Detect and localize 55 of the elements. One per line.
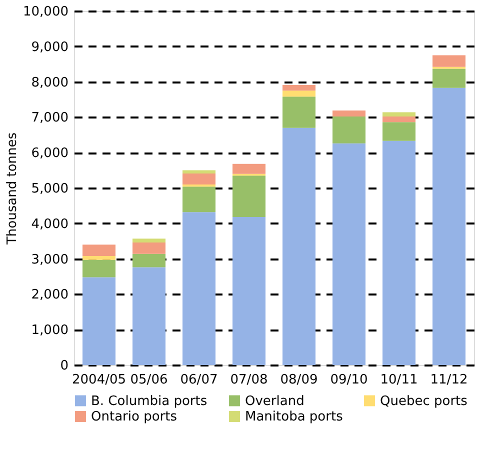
x-tick-label: 2004/05 — [72, 372, 126, 388]
x-tick-label: 06/07 — [180, 372, 218, 388]
bar — [82, 244, 116, 256]
y-tick-label: 8,000 — [31, 75, 68, 90]
bar — [282, 96, 316, 128]
legend-label: Ontario ports — [91, 410, 178, 424]
bar — [232, 217, 266, 365]
y-tick-label: 4,000 — [31, 216, 68, 232]
y-tick-label: 2,000 — [31, 288, 68, 303]
bar — [232, 164, 266, 174]
bar — [382, 140, 416, 365]
bar — [432, 68, 466, 88]
bar — [182, 212, 216, 365]
x-tick-label: 09/10 — [330, 372, 368, 388]
bar — [232, 176, 266, 218]
bar — [182, 184, 216, 187]
legend-label: B. Columbia ports — [91, 394, 208, 409]
y-tick-label: 1,000 — [31, 323, 68, 338]
y-tick-label: 10,000 — [23, 4, 68, 20]
y-tick-label: 0 — [60, 358, 68, 374]
bar — [282, 90, 316, 97]
legend-label: Overland — [245, 394, 304, 409]
bar — [382, 122, 416, 141]
x-tick-label: 08/09 — [280, 372, 318, 388]
bar — [82, 256, 116, 260]
bar — [332, 110, 366, 116]
y-tick-label: 5,000 — [31, 182, 68, 196]
bar — [132, 254, 166, 268]
bar — [132, 238, 166, 243]
y-tick-label: 9,000 — [31, 40, 68, 55]
bar — [332, 143, 366, 365]
bar — [432, 88, 466, 365]
bar — [432, 55, 466, 67]
y-tick-label: 7,000 — [31, 110, 68, 126]
legend-label: Quebec ports — [380, 394, 468, 409]
bar — [182, 173, 216, 184]
bar — [182, 186, 216, 212]
y-tick-label: 3,000 — [31, 252, 68, 268]
bar — [132, 242, 166, 254]
x-tick-label: 05/06 — [130, 372, 168, 388]
bar — [82, 260, 116, 278]
bar — [182, 170, 216, 174]
bar — [282, 128, 316, 365]
x-tick-label: 10/11 — [380, 372, 418, 388]
bar — [282, 84, 316, 91]
y-tick-label: 6,000 — [31, 146, 68, 162]
bar — [82, 277, 116, 365]
bar — [132, 267, 166, 365]
bar — [332, 116, 366, 144]
x-tick-label: 11/12 — [430, 372, 468, 388]
legend-label: Manitoba ports — [245, 410, 344, 424]
bar — [382, 116, 416, 122]
bar — [382, 112, 416, 116]
y-axis-title: Thousand tonnes — [5, 132, 20, 246]
x-tick-label: 07/08 — [230, 372, 268, 388]
